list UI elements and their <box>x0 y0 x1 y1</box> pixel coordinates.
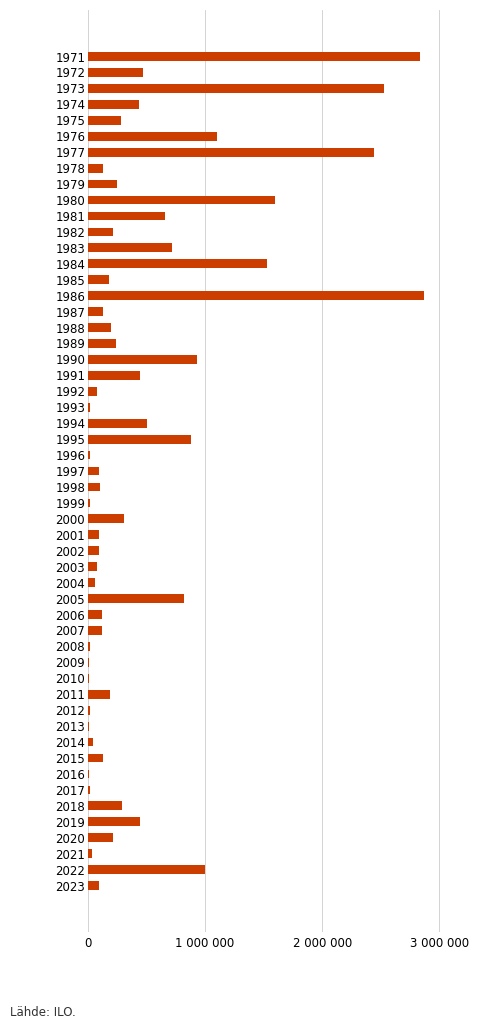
Bar <box>88 435 191 443</box>
Bar <box>88 514 124 523</box>
Bar <box>88 451 90 460</box>
Bar <box>88 770 89 778</box>
Bar <box>88 100 139 109</box>
Bar <box>88 658 89 667</box>
Bar <box>88 642 90 651</box>
Bar <box>88 227 113 237</box>
Bar <box>88 785 90 795</box>
Bar <box>88 355 197 364</box>
Bar <box>88 849 92 858</box>
Bar <box>88 690 109 698</box>
Bar <box>88 865 204 874</box>
Bar <box>88 291 423 300</box>
Bar <box>88 626 102 635</box>
Bar <box>88 52 420 60</box>
Bar <box>88 196 275 205</box>
Bar <box>88 212 165 220</box>
Bar <box>88 68 143 77</box>
Bar <box>88 259 266 268</box>
Bar <box>88 562 97 571</box>
Bar <box>88 610 102 618</box>
Bar <box>88 147 373 157</box>
Bar <box>88 244 172 252</box>
Bar <box>88 116 121 125</box>
Bar <box>88 482 100 492</box>
Bar <box>88 674 89 683</box>
Bar <box>88 882 99 890</box>
Bar <box>88 307 103 316</box>
Bar <box>88 402 90 412</box>
Bar <box>88 706 90 715</box>
Bar <box>88 579 95 587</box>
Bar <box>88 547 99 555</box>
Bar <box>88 817 139 826</box>
Bar <box>88 737 93 746</box>
Bar <box>88 387 97 395</box>
Bar <box>88 834 112 842</box>
Bar <box>88 530 99 540</box>
Bar <box>88 339 116 348</box>
Bar <box>88 594 183 603</box>
Bar <box>88 324 111 332</box>
Bar <box>88 802 122 810</box>
Bar <box>88 371 139 380</box>
Bar <box>88 84 384 93</box>
Bar <box>88 164 103 172</box>
Bar <box>88 275 108 284</box>
Bar <box>88 419 146 428</box>
Bar <box>88 754 103 763</box>
Bar <box>88 722 89 730</box>
Text: Lähde: ILO.: Lähde: ILO. <box>10 1006 75 1019</box>
Bar <box>88 132 216 140</box>
Bar <box>88 499 90 507</box>
Bar <box>88 467 99 475</box>
Bar <box>88 179 117 188</box>
